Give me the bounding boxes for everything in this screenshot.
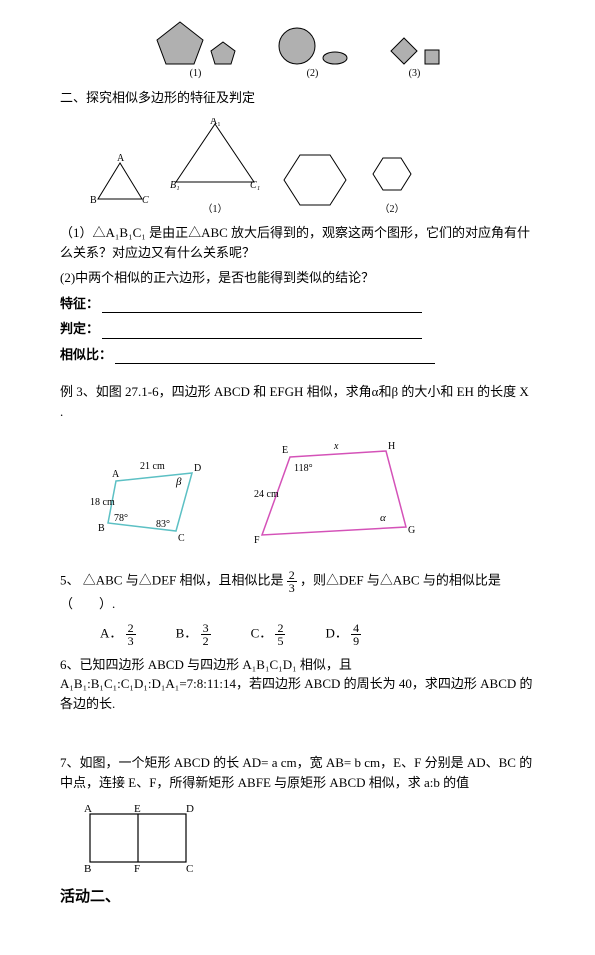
feature-blank[interactable]: [102, 298, 422, 313]
svg-text:E: E: [134, 803, 141, 815]
svg-text:24 cm: 24 cm: [254, 489, 279, 500]
pentagon-large-icon: [155, 20, 205, 66]
question-2: (2)中两个相似的正六边形，是否也能得到类似的结论？: [60, 268, 535, 288]
svg-text:18 cm: 18 cm: [90, 497, 115, 508]
square-icon: [423, 48, 441, 66]
svg-text:F: F: [254, 535, 260, 546]
svg-text:x: x: [333, 441, 339, 452]
svg-text:E: E: [282, 445, 288, 456]
svg-text:A: A: [117, 153, 125, 164]
diamond-icon: [389, 36, 419, 66]
feature-label: 特征：: [60, 296, 99, 311]
ratio-line: 相似比：: [60, 345, 535, 365]
triangle-abc-icon: A B C: [90, 151, 150, 211]
quadrilateral-figure: A D C B 21 cm 18 cm 78° 83° β E H G F x …: [90, 439, 535, 549]
shape-group-3: (3): [389, 36, 441, 79]
svg-text:F: F: [134, 863, 140, 874]
fig1-caption: (1): [155, 68, 237, 79]
question-6: 6、已知四边形 ABCD 与四边形 A₁B₁C₁D₁ 相似，且 A₁B₁:B₁C…: [60, 655, 535, 714]
svg-text:C: C: [186, 863, 193, 874]
svg-text:A: A: [112, 469, 120, 480]
shape-group-1: (1): [155, 20, 237, 79]
rectangle-figure: A E D B F C: [80, 802, 535, 878]
pentagon-small-icon: [209, 40, 237, 66]
hexagon-large-icon: [280, 149, 350, 211]
svg-text:21 cm: 21 cm: [140, 461, 165, 472]
svg-text:B: B: [84, 863, 91, 874]
q5-main-frac: 2 3: [287, 569, 297, 594]
ratio-label: 相似比：: [60, 347, 112, 362]
svg-text:B₁: B₁: [170, 180, 180, 191]
fig2-caption: (2): [277, 68, 349, 79]
feature-line: 特征：: [60, 294, 535, 314]
tri-fig1-label: （1）: [170, 200, 260, 215]
hexagon-small-icon: [370, 154, 414, 194]
svg-text:G: G: [408, 525, 415, 536]
svg-text:78°: 78°: [114, 513, 128, 524]
svg-text:A: A: [84, 803, 92, 815]
top-shapes-row: (1) (2) (3): [60, 20, 535, 79]
triangle-hexagon-figure: A B C A₁ B₁ C₁ （1） （2）: [90, 118, 535, 215]
fig3-caption: (3): [389, 68, 441, 79]
svg-text:β: β: [175, 476, 182, 488]
svg-text:83°: 83°: [156, 519, 170, 530]
svg-text:C: C: [142, 195, 149, 206]
svg-text:A₁: A₁: [210, 118, 221, 127]
ellipse-icon: [321, 50, 349, 66]
option-a[interactable]: A． 23: [100, 622, 136, 647]
judge-line: 判定：: [60, 319, 535, 339]
svg-text:C₁: C₁: [250, 180, 260, 191]
svg-text:α: α: [380, 512, 386, 524]
option-c[interactable]: C． 25: [251, 622, 286, 647]
circle-icon: [277, 26, 317, 66]
q5-prefix: 5、 △ABC 与△DEF 相似，且相似比是: [60, 572, 284, 587]
tri-fig2-label: （2）: [370, 200, 414, 215]
triangle-a1b1c1-icon: A₁ B₁ C₁: [170, 118, 260, 194]
quad-efgh-icon: E H G F x 118° 24 cm α: [250, 439, 420, 549]
activity-2: 活动二、: [60, 886, 535, 909]
q5-options: A． 23 B． 32 C． 25 D． 49: [100, 622, 535, 647]
ratio-blank[interactable]: [115, 349, 435, 364]
question-5: 5、 △ABC 与△DEF 相似，且相似比是 2 3 ，则△DEF 与△ABC …: [60, 569, 535, 614]
rect-abcd-icon: A E D B F C: [80, 802, 200, 874]
example-3: 例 3、如图 27.1-6，四边形 ABCD 和 EFGH 相似，求角α和β 的…: [60, 382, 535, 421]
svg-text:C: C: [178, 533, 185, 544]
svg-text:D: D: [194, 463, 201, 474]
question-7: 7、如图，一个矩形 ABCD 的长 AD= a cm，宽 AB= b cm，E、…: [60, 753, 535, 792]
svg-text:118°: 118°: [294, 463, 313, 474]
svg-text:B: B: [98, 523, 105, 534]
section-2-title: 二、探究相似多边形的特征及判定: [60, 87, 535, 106]
svg-text:B: B: [90, 195, 97, 206]
quad-abcd-icon: A D C B 21 cm 18 cm 78° 83° β: [90, 449, 220, 549]
svg-text:H: H: [388, 441, 395, 452]
shape-group-2: (2): [277, 26, 349, 79]
question-1: （1）△A₁B₁C₁ 是由正△ABC 放大后得到的，观察这两个图形，它们的对应角…: [60, 223, 535, 262]
judge-label: 判定：: [60, 321, 99, 336]
svg-text:D: D: [186, 803, 194, 815]
option-b[interactable]: B． 32: [176, 622, 211, 647]
judge-blank[interactable]: [102, 324, 422, 339]
option-d[interactable]: D． 49: [325, 622, 361, 647]
